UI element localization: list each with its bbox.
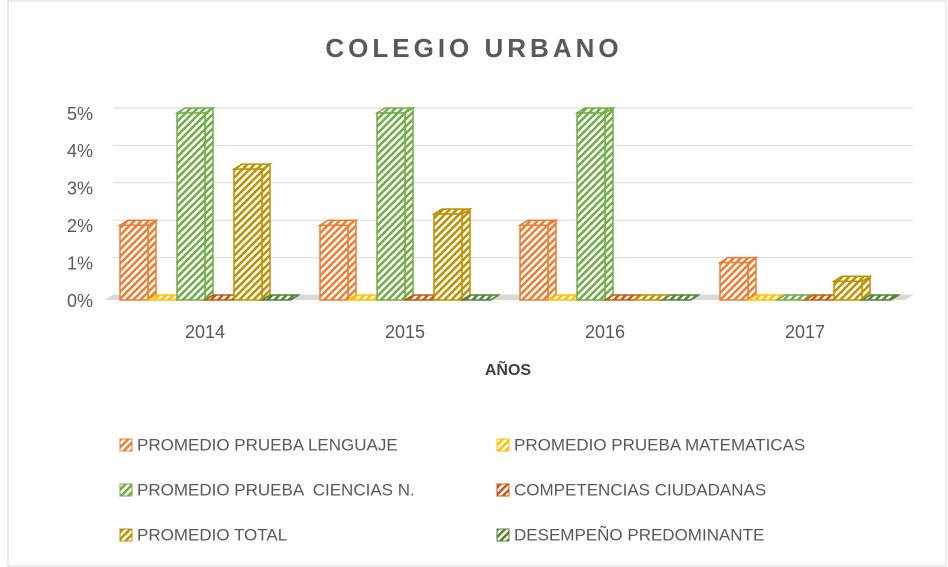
bar xyxy=(119,224,149,301)
bar-top xyxy=(117,219,159,226)
bar-group xyxy=(574,106,616,302)
y-tick-label: 3% xyxy=(67,179,93,199)
bar-top xyxy=(717,256,759,264)
legend-label: PROMEDIO PRUEBA LENGUAJE xyxy=(137,435,398,454)
bar xyxy=(233,168,263,301)
bar-top xyxy=(459,294,502,301)
legend-label: PROMEDIO PRUEBA MATEMATICAS xyxy=(514,435,805,454)
x-tick-label: 2017 xyxy=(785,322,825,342)
bar-side xyxy=(404,106,414,302)
bar-top xyxy=(831,275,873,283)
bar-group xyxy=(859,294,902,301)
bar-side xyxy=(461,207,471,302)
y-tick-label: 0% xyxy=(67,291,93,311)
legend-label: PROMEDIO TOTAL xyxy=(137,525,287,544)
bar-side xyxy=(747,256,757,302)
bar-group xyxy=(431,207,473,302)
bar-top xyxy=(859,294,902,301)
floor xyxy=(105,295,913,300)
bar-side xyxy=(204,106,214,302)
bar-group xyxy=(459,294,502,301)
bar xyxy=(719,261,749,301)
bar-top xyxy=(659,294,702,301)
bar xyxy=(576,112,606,301)
bar-group xyxy=(717,256,759,302)
bar-side xyxy=(347,218,357,302)
bar-top xyxy=(317,219,359,226)
bar-group xyxy=(117,218,159,302)
legend-swatch xyxy=(119,528,133,542)
bar-side xyxy=(147,218,157,302)
legend-swatch xyxy=(119,438,133,452)
x-tick-label: 2015 xyxy=(385,322,425,342)
x-tick-label: 2016 xyxy=(585,322,625,342)
bar-top xyxy=(517,219,559,226)
legend-swatch xyxy=(119,483,133,497)
y-tick-label: 5% xyxy=(67,104,93,124)
legend-swatch xyxy=(496,528,510,542)
bar xyxy=(433,213,463,301)
bar-group xyxy=(317,218,359,302)
legend-label: PROMEDIO PRUEBA CIENCIAS N. xyxy=(137,480,415,499)
x-tick-label: 2014 xyxy=(185,322,225,342)
y-tick-label: 1% xyxy=(67,253,93,273)
y-tick-label: 4% xyxy=(67,141,93,161)
bar xyxy=(376,112,406,301)
bar-side xyxy=(261,162,271,302)
legend-swatch xyxy=(496,438,510,452)
bar-group xyxy=(259,294,302,301)
bar xyxy=(319,224,349,301)
bar xyxy=(176,112,206,301)
y-tick-label: 2% xyxy=(67,216,93,236)
bar-group xyxy=(517,218,559,302)
bar-group xyxy=(374,106,416,302)
bar-top xyxy=(259,294,302,301)
bar-group xyxy=(231,162,273,302)
bar xyxy=(519,224,549,301)
bar-side xyxy=(547,218,557,302)
bar-group xyxy=(659,294,702,301)
bar-group xyxy=(831,274,873,302)
legend-label: DESEMPEÑO PREDOMINANTE xyxy=(514,525,764,544)
x-axis-label: AÑOS xyxy=(485,359,532,379)
bar xyxy=(833,280,863,301)
bar-side xyxy=(604,106,614,302)
legend-swatch xyxy=(496,483,510,497)
bar-group xyxy=(174,106,216,302)
legend-label: COMPETENCIAS CIUDADANAS xyxy=(514,480,766,499)
chart-title: COLEGIO URBANO xyxy=(325,33,622,63)
chart-border xyxy=(7,0,947,567)
